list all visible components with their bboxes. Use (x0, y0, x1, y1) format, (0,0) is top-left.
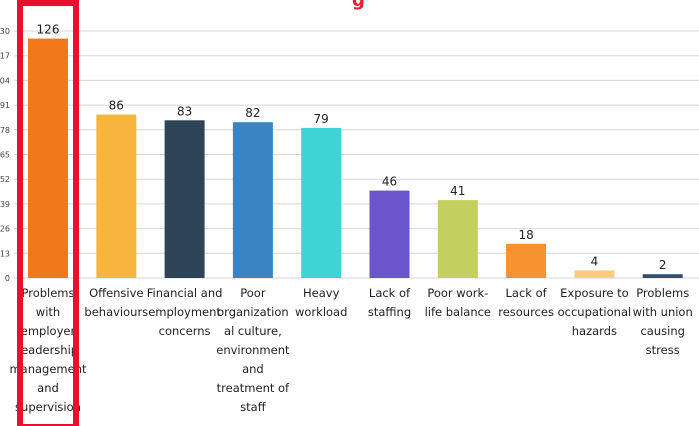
y-tick-label: 52 (0, 175, 10, 184)
x-tick-label: Financial and employment concerns (147, 286, 223, 338)
bar (164, 120, 205, 278)
y-tick-label: 130 (0, 27, 10, 36)
y-tick-label: 104 (0, 76, 10, 85)
bar (28, 38, 68, 278)
x-tick-label: Heavy workload (295, 286, 347, 319)
x-tick-label: Exposure to occupational hazards (558, 286, 632, 338)
x-tick-label: Lack of staffing (368, 286, 411, 319)
bar (506, 243, 547, 278)
x-tick-label: Lack of resources (498, 286, 554, 319)
bar (232, 122, 273, 278)
chart-title-fragment: g (352, 0, 365, 11)
data-label: 18 (518, 228, 533, 242)
x-tick-label: Problems with employer leadership management… (9, 286, 87, 414)
y-tick-label: 26 (0, 225, 10, 234)
x-tick-label: Poor work-life balance (425, 286, 491, 319)
y-tick-label: 91 (0, 101, 10, 110)
highlight-box (17, 0, 79, 426)
bar (369, 190, 410, 278)
bar (642, 274, 683, 278)
data-label: 46 (382, 175, 397, 189)
bar (96, 114, 137, 278)
y-tick-label: 117 (0, 52, 10, 61)
y-tick-label: 65 (0, 151, 10, 160)
data-label: 83 (177, 104, 192, 118)
y-tick-label: 13 (0, 249, 10, 258)
bar (574, 270, 615, 278)
y-tick-label: 0 (5, 274, 10, 283)
x-tick-label: Poor organization al culture, environment an… (216, 286, 290, 414)
data-label: 82 (245, 106, 260, 120)
data-label: 79 (314, 112, 329, 126)
y-tick-label: 78 (0, 126, 10, 135)
data-label: 126 (37, 23, 60, 37)
data-label: 4 (591, 254, 599, 268)
bar (437, 200, 478, 278)
data-label: 2 (659, 258, 667, 272)
data-label: 86 (109, 99, 124, 113)
x-tick-label: Problems with union causing stress (633, 286, 693, 357)
y-tick-label: 39 (0, 200, 10, 209)
data-label: 41 (450, 184, 465, 198)
x-tick-label: Offensive behaviours (84, 286, 148, 319)
bar (301, 127, 342, 279)
